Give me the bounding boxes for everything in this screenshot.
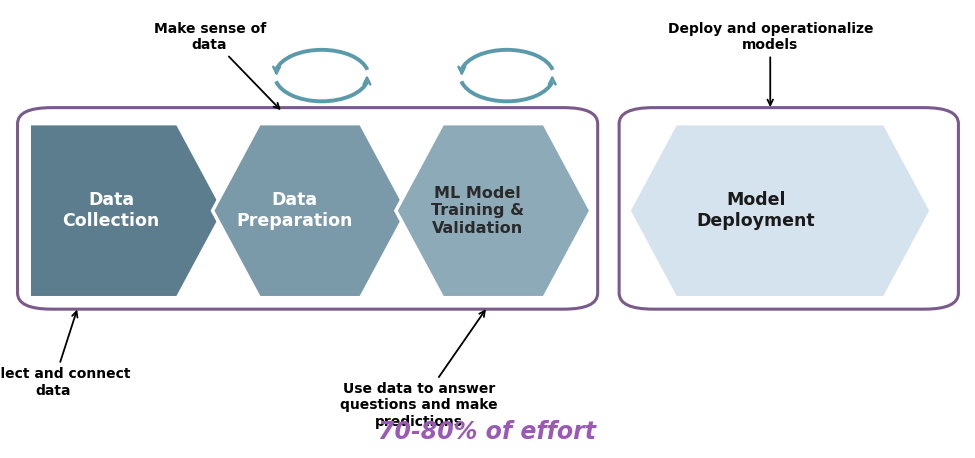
Text: Collect and connect
data: Collect and connect data xyxy=(0,311,131,398)
Polygon shape xyxy=(29,124,224,298)
Polygon shape xyxy=(213,124,408,298)
Text: Data
Collection: Data Collection xyxy=(62,191,160,230)
Polygon shape xyxy=(396,124,591,298)
Text: Use data to answer
questions and make
predictions: Use data to answer questions and make pr… xyxy=(340,311,498,429)
Polygon shape xyxy=(629,124,931,298)
Text: Model
Deployment: Model Deployment xyxy=(696,191,815,230)
Text: 70-80% of effort: 70-80% of effort xyxy=(378,420,597,444)
FancyBboxPatch shape xyxy=(18,108,598,309)
Text: ML Model
Training &
Validation: ML Model Training & Validation xyxy=(431,186,525,235)
Text: Deploy and operationalize
models: Deploy and operationalize models xyxy=(668,22,873,105)
FancyBboxPatch shape xyxy=(619,108,958,309)
Text: Make sense of
data: Make sense of data xyxy=(153,22,280,109)
Text: Data
Preparation: Data Preparation xyxy=(236,191,353,230)
